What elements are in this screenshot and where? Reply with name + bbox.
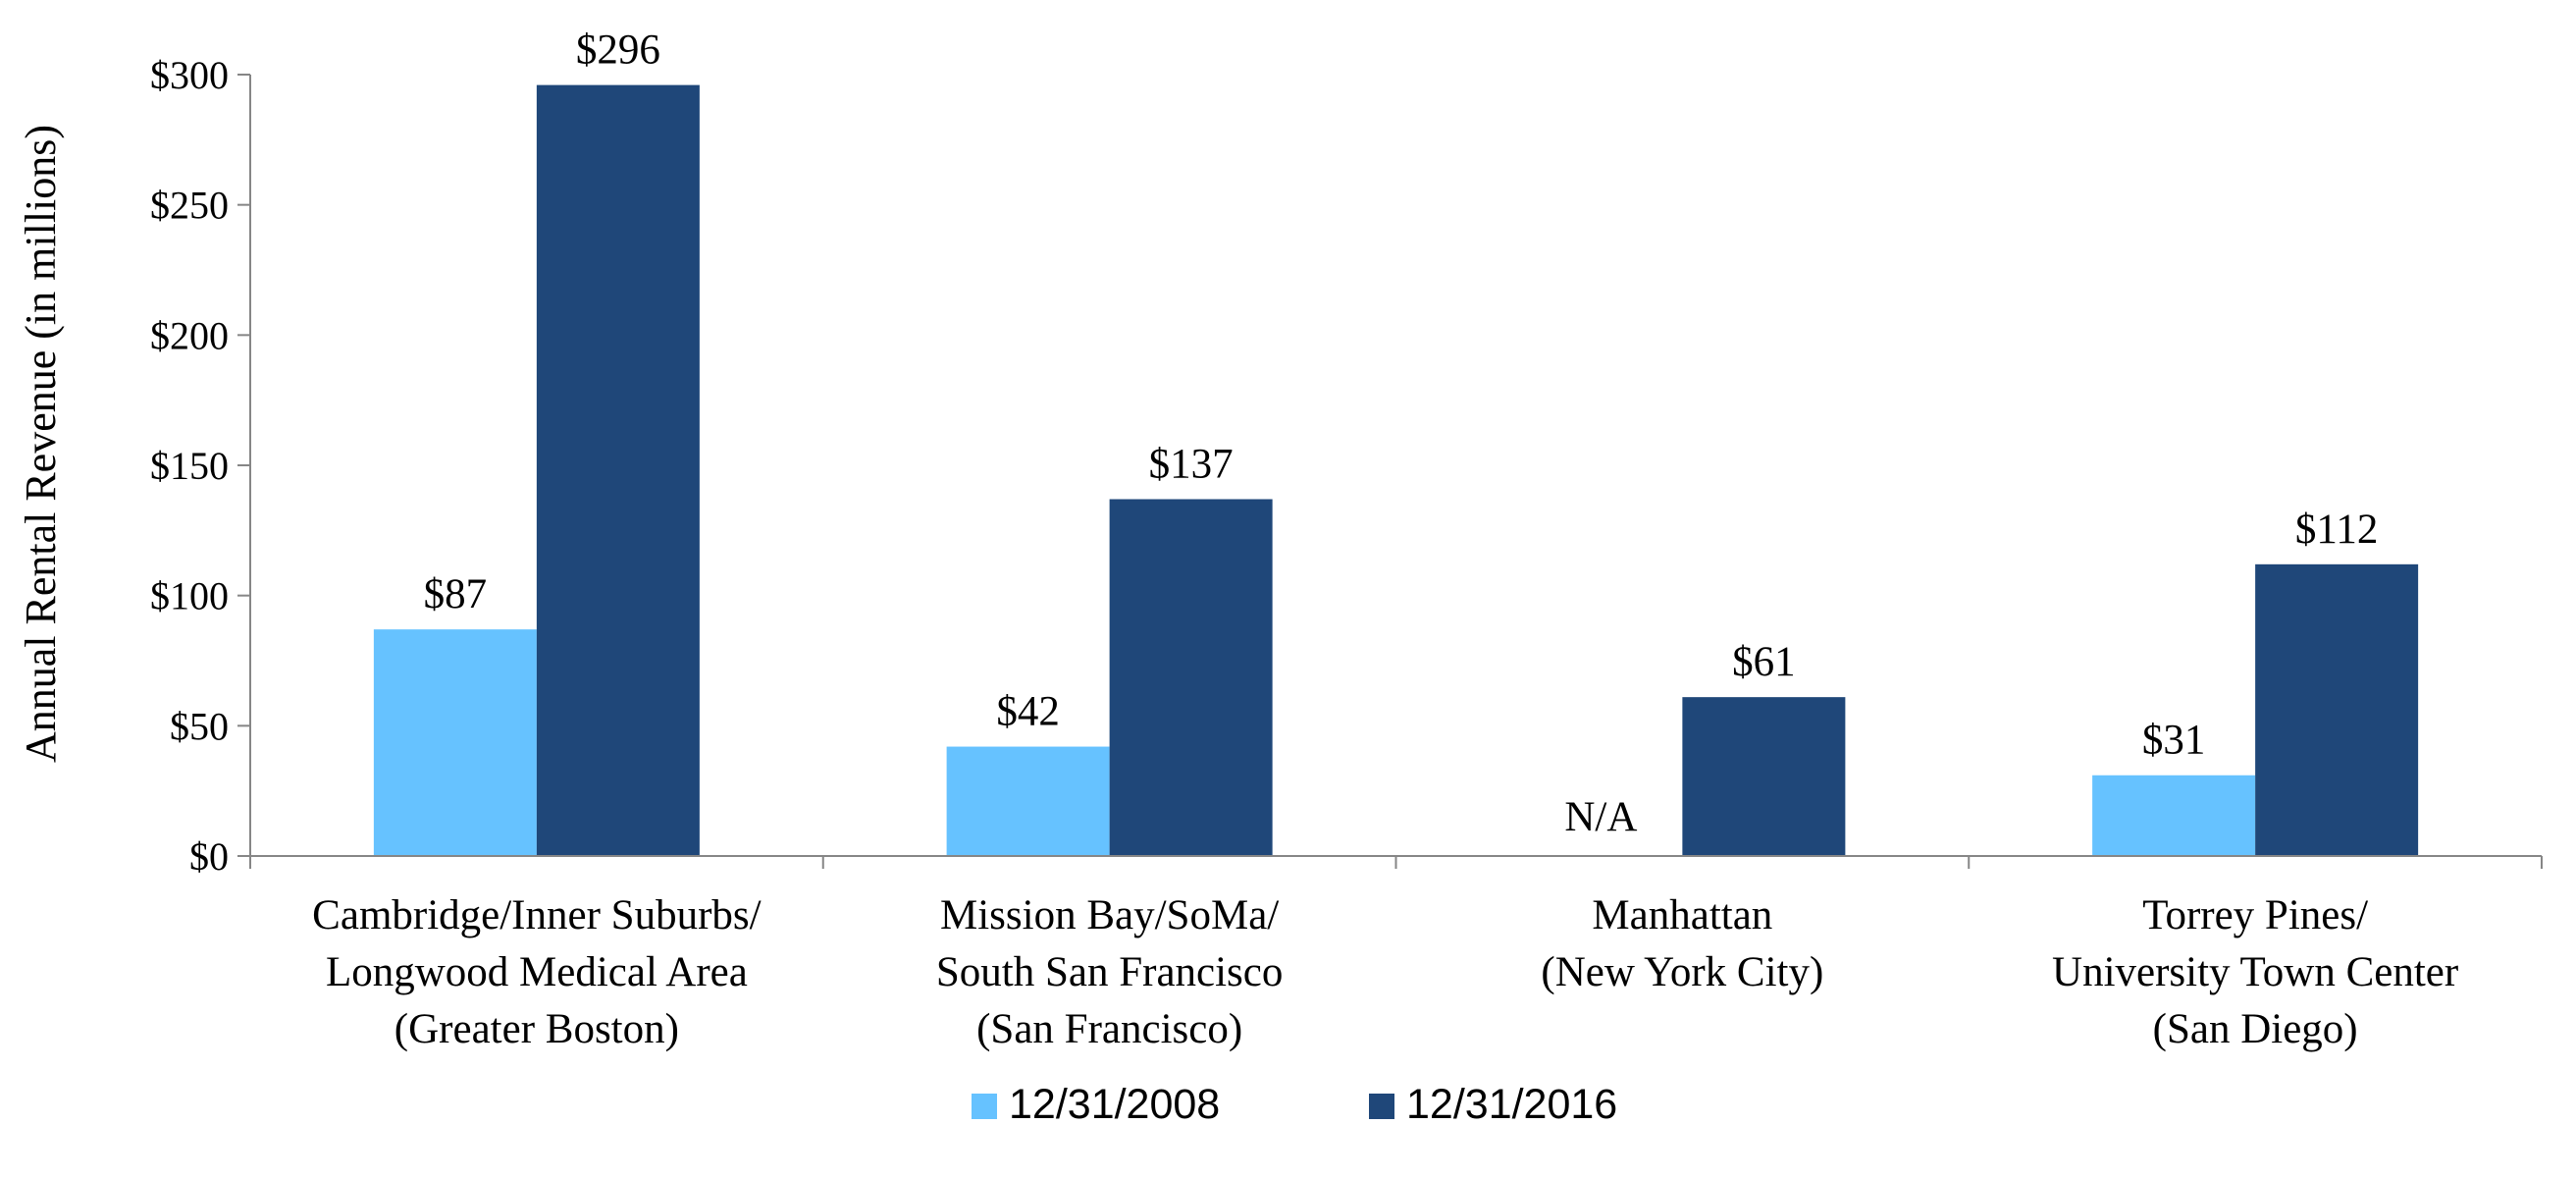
y-axis-title: Annual Rental Revenue (in millions) [17, 125, 65, 763]
legend-swatch [972, 1094, 997, 1119]
data-label: $42 [996, 689, 1060, 735]
bar [373, 629, 537, 856]
plot-area: $87 $296 $42 $137 N/A $61 $31 $112 [373, 27, 2419, 856]
bar [1109, 499, 1273, 856]
data-label: $137 [1149, 441, 1234, 487]
y-tick-label: $100 [150, 574, 229, 618]
y-tick-label: $0 [189, 834, 229, 879]
y-tick-label: $200 [150, 313, 229, 357]
bar [1682, 697, 1846, 856]
data-label: N/A [1564, 794, 1637, 840]
x-axis: Cambridge/Inner Suburbs/Longwood Medical… [249, 855, 2543, 1052]
legend-label: 12/31/2016 [1406, 1081, 1617, 1128]
legend-label: 12/31/2008 [1009, 1081, 1220, 1128]
y-tick-label: $50 [170, 704, 229, 748]
x-category-label: Torrey Pines/University Town Center (San … [2052, 892, 2458, 1052]
legend-swatch [1369, 1094, 1394, 1119]
bar [2255, 563, 2419, 856]
data-label: $87 [424, 571, 488, 617]
data-label: $296 [576, 27, 660, 74]
x-category-label: Mission Bay/SoMa/South San Francisco (San… [936, 892, 1284, 1052]
y-tick-label: $300 [150, 53, 229, 97]
data-label: $31 [2142, 718, 2206, 764]
y-axis: $0 $50 $100 $150 $200 $250 $300 [150, 53, 251, 879]
y-tick-label: $250 [150, 184, 229, 228]
bar [2092, 775, 2256, 856]
bar [536, 84, 700, 856]
legend: 12/31/2008 12/31/2016 [972, 1081, 1617, 1128]
x-category-label: Cambridge/Inner Suburbs/Longwood Medical… [312, 892, 761, 1052]
y-tick-label: $150 [150, 444, 229, 488]
data-label: $112 [2295, 507, 2378, 553]
data-label: $61 [1732, 639, 1796, 685]
bar [946, 746, 1110, 856]
x-category-label: Manhattan (New York City) [1541, 892, 1823, 995]
